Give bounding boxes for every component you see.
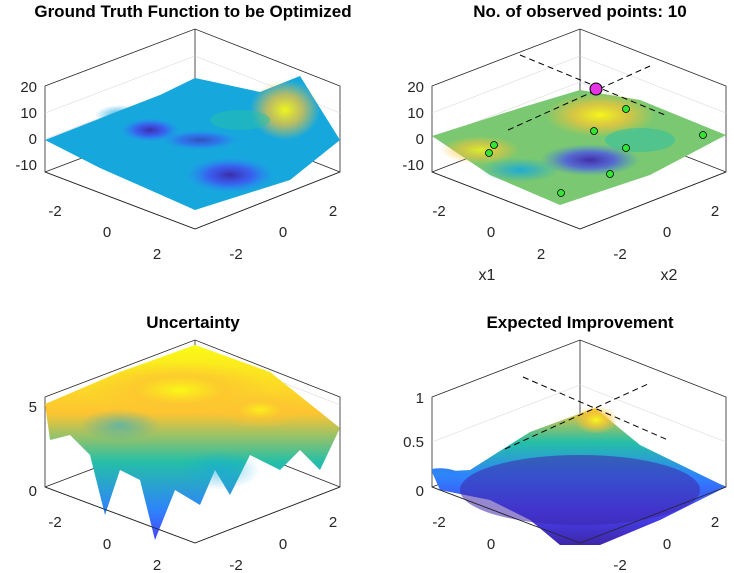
observed-point [490,141,498,149]
chart-title: Uncertainty [146,313,240,332]
panel-ground-truth: Ground Truth Function to be Optimized 20… [15,2,351,263]
observed-point [590,127,598,135]
x-tick-label: 2 [153,557,161,573]
x-tick-label: -2 [48,203,61,220]
z-tick-label: 20 [407,79,424,96]
x-tick-label: 0 [487,536,495,553]
y-tick-label: -2 [613,246,626,263]
chart-title: Expected Improvement [486,313,673,332]
grid-line [431,384,581,443]
y-tick-label: -2 [229,246,242,263]
y-tick-label: 2 [329,514,337,531]
dashed-guide-line [507,65,651,131]
z-tick-label: 20 [20,79,37,96]
grid-line [579,55,727,114]
z-tick-label: 0 [416,131,424,148]
y-tick-label: -2 [613,557,626,573]
grid-line [431,55,581,114]
dashed-guide-line [504,383,649,450]
z-tick-label: 0 [29,483,37,500]
z-tick-label: 10 [20,105,37,122]
panel-observed: No. of observed points: 10 [402,2,727,284]
z-tick-label: 0 [416,483,424,500]
best-point [589,82,603,96]
y-tick-label: 0 [279,224,287,241]
y-tick-label: 2 [711,203,719,220]
x-tick-label: -2 [48,514,61,531]
x-tick-label: -2 [432,203,445,220]
surface [432,90,726,205]
x-axis [431,171,581,230]
observed-point [622,105,630,113]
observed-point [699,131,707,139]
surface [45,345,340,540]
panel-uncertainty: Uncertainty 5 0 -2 0 2 -2 0 2 [29,313,341,573]
y-axis-label: x2 [661,267,678,284]
z-tick-label: 10 [407,105,424,122]
grid-line [44,55,196,114]
x-tick-label: 0 [103,224,111,241]
dashed-guide-line [519,54,666,116]
surface [431,406,726,545]
y-tick-label: 2 [329,203,337,220]
observed-point [485,149,493,157]
y-tick-label: 0 [279,536,287,553]
grid-line [579,384,727,443]
x-axis [44,171,196,230]
x-tick-label: -2 [432,514,445,531]
z-tick-label: 5 [29,399,37,416]
observed-point [606,170,614,178]
x-axis [431,486,581,544]
y-axis [579,486,727,544]
y-axis [194,171,341,230]
x-axis-label: x1 [479,267,496,284]
surface [45,76,340,210]
z-tick-label: -10 [402,157,424,174]
z-tick-label: -10 [15,157,37,174]
y-axis [194,486,341,544]
chart-title: Ground Truth Function to be Optimized [34,2,351,21]
panel-expected-improvement: Expected Improvement 1 0.5 0 -2 0 -2 0 2 [403,313,727,573]
y-tick-label: -2 [229,557,242,573]
z-tick-label: 0.5 [403,434,424,451]
z-tick-label: 1 [416,390,424,407]
y-tick-label: 2 [711,514,719,531]
x-tick-label: 0 [103,536,111,553]
x-tick-label: 0 [487,224,495,241]
observed-points [485,82,707,197]
y-tick-label: 0 [663,224,671,241]
y-tick-label: 0 [663,536,671,553]
dashed-guide-line [522,376,669,441]
x-tick-label: 2 [537,246,545,263]
x-tick-label: 2 [153,246,161,263]
x-axis [44,486,196,544]
z-tick-label: 0 [29,131,37,148]
observed-point [622,144,630,152]
y-axis [579,171,727,230]
observed-point [557,189,565,197]
chart-title: No. of observed points: 10 [473,2,686,21]
